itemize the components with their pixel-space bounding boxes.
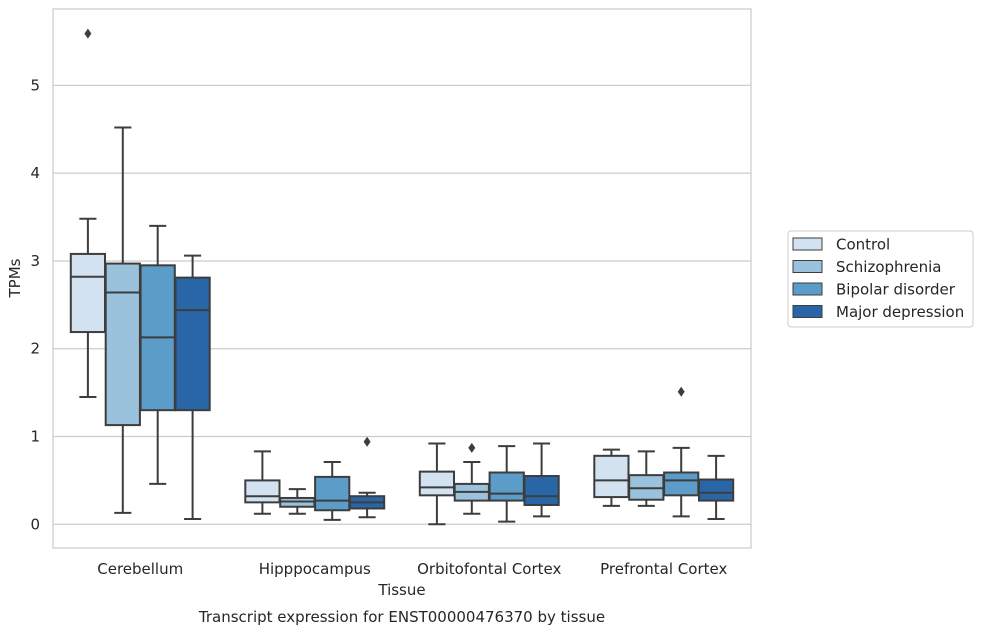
outlier-point: [84, 28, 92, 39]
legend-entry-label: Schizophrenia: [836, 258, 941, 276]
box: [697, 478, 735, 502]
y-tick-label: 2: [30, 340, 40, 358]
y-tick-label: 1: [30, 428, 40, 446]
series-control: [69, 28, 630, 526]
x-category-label: Orbitofontal Cortex: [417, 560, 561, 578]
box: [663, 471, 700, 497]
y-tick-label: 5: [30, 76, 40, 94]
series-major-depression: [174, 254, 735, 521]
y-tick-labels: 0 1 2 3 4 5: [30, 76, 40, 533]
legend-frame: [787, 230, 974, 328]
box-series: [69, 28, 735, 526]
figure-caption: Transcript expression for ENST0000047637…: [198, 608, 605, 626]
box: [314, 475, 351, 512]
box: [593, 454, 630, 499]
outlier-point: [468, 442, 476, 453]
box: [174, 276, 211, 412]
x-category-labels: Cerebellum Hipppocampus Orbitofontal Corte…: [97, 560, 727, 578]
legend-swatch: [792, 282, 823, 296]
box: [104, 262, 141, 427]
y-tick-label: 3: [30, 252, 40, 270]
legend-entry-label: Control: [836, 236, 890, 254]
legend-entry-label: Bipolar disorder: [836, 281, 956, 299]
box: [418, 470, 456, 497]
x-category-label: Hipppocampus: [259, 560, 371, 578]
series-bipolar-disorder: [139, 224, 700, 523]
series-schizophrenia: [104, 126, 665, 515]
plot-area-frame: [52, 8, 752, 549]
y-axis-label: TPMs: [6, 258, 24, 298]
legend-entry-label: Major depression: [836, 303, 964, 321]
x-category-label: Prefrontal Cortex: [600, 560, 727, 578]
legend: Control Schizophrenia Bipolar disorder Majo…: [787, 230, 974, 328]
y-tick-label: 0: [30, 515, 40, 533]
box: [488, 471, 525, 502]
box: [523, 475, 560, 506]
outlier-point: [677, 386, 685, 397]
legend-swatch: [792, 305, 823, 318]
box: [244, 479, 281, 504]
legend-swatch: [792, 237, 823, 251]
box: [69, 252, 107, 334]
outlier-point: [363, 436, 371, 447]
y-tick-label: 4: [30, 164, 40, 182]
x-category-label: Cerebellum: [97, 560, 183, 578]
x-axis-label: Tissue: [377, 581, 425, 599]
legend-swatch: [792, 260, 823, 273]
